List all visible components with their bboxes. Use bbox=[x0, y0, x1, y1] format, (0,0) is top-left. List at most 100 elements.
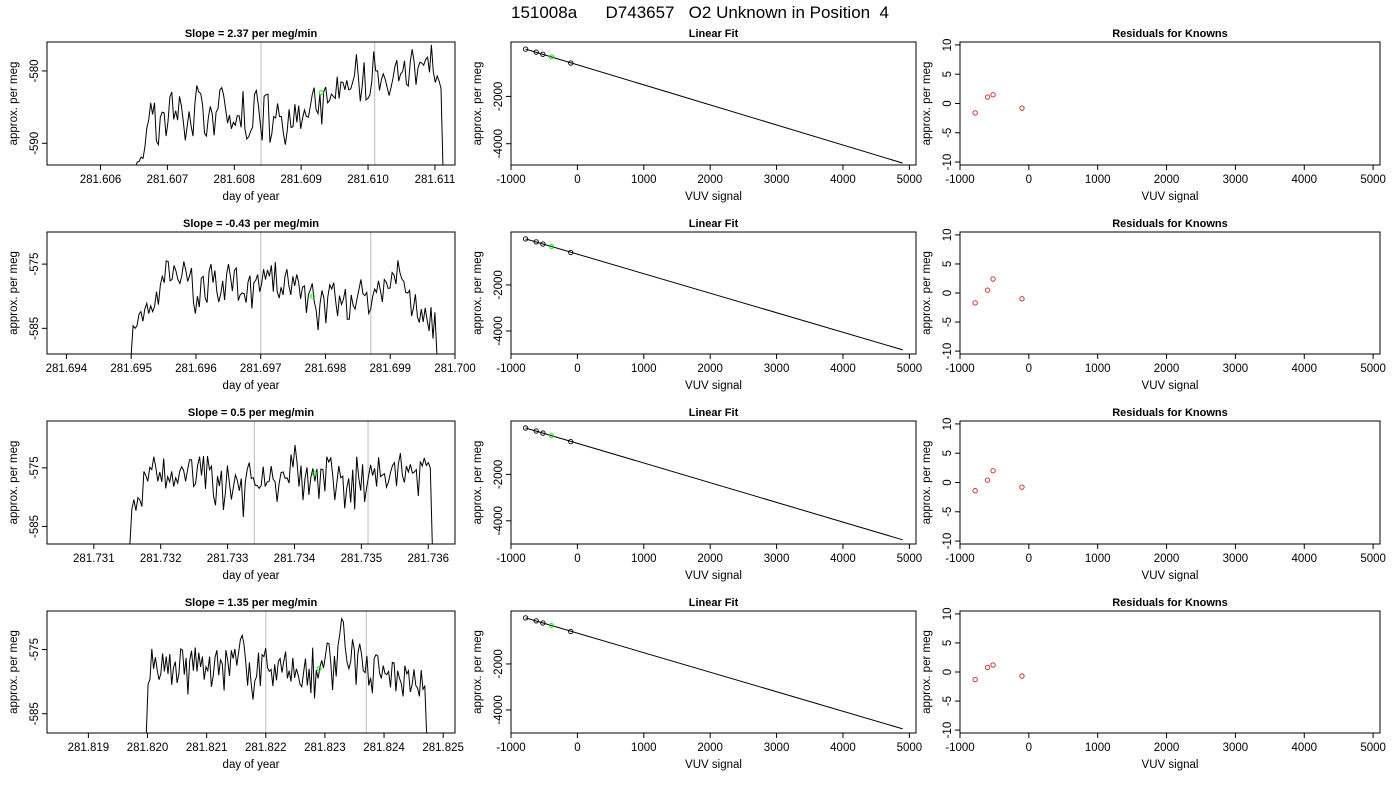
y-tick-label: -5 bbox=[942, 507, 954, 517]
y-tick-label: 10 bbox=[942, 608, 954, 621]
x-tick-label: 0 bbox=[574, 742, 580, 754]
residual-point bbox=[1019, 673, 1025, 679]
x-tick-label: -1000 bbox=[945, 742, 974, 754]
x-tick-label: 281.607 bbox=[147, 174, 189, 186]
y-tick-label: 10 bbox=[942, 418, 954, 431]
residual-point bbox=[1019, 296, 1025, 302]
y-tick-label: 10 bbox=[942, 39, 954, 52]
x-tick-label: 281.825 bbox=[422, 742, 464, 754]
x-tick-label: 281.735 bbox=[341, 553, 383, 565]
unknown-point bbox=[549, 54, 554, 60]
x-tick-label: 281.821 bbox=[186, 742, 228, 754]
residual-point bbox=[990, 276, 996, 282]
x-tick-label: 3000 bbox=[1223, 742, 1249, 754]
x-tick-label: 281.606 bbox=[80, 174, 122, 186]
timeseries-line bbox=[135, 44, 444, 165]
panel-row3-linearfit: Linear Fit -1000 0 1000 2000 3000 4000 5000 -400… bbox=[472, 407, 922, 582]
x-tick-label: 281.823 bbox=[304, 742, 346, 754]
x-tick-label: 281.700 bbox=[434, 363, 476, 375]
residual-point bbox=[984, 477, 991, 483]
x-tick-label: 5000 bbox=[897, 174, 923, 186]
x-tick-label: 4000 bbox=[830, 553, 856, 565]
panel-title: Residuals for Knowns bbox=[1112, 597, 1228, 609]
x-tick-label: 0 bbox=[1026, 363, 1032, 375]
residual-point bbox=[972, 300, 978, 306]
plot-data bbox=[972, 92, 1025, 116]
y-axis-label: approx. per meg bbox=[921, 630, 933, 714]
panel-row3-residuals: Residuals for Knowns -1000 0 1000 2000 3000 40… bbox=[921, 407, 1386, 582]
x-tick-label: 281.697 bbox=[240, 363, 282, 375]
plot-data bbox=[972, 276, 1025, 306]
x-tick-label: 2000 bbox=[1154, 174, 1180, 186]
x-tick-label: -1000 bbox=[496, 553, 525, 565]
y-axis-label: approx. per meg bbox=[921, 251, 933, 335]
y-tick-label: -575 bbox=[29, 456, 41, 479]
y-tick-label: -575 bbox=[29, 638, 41, 661]
plot-data bbox=[972, 662, 1025, 683]
y-axis-label: approx. per meg bbox=[472, 441, 484, 525]
y-axis-label: approx. per meg bbox=[472, 251, 484, 335]
plot-data bbox=[129, 421, 433, 544]
y-tick-label: 5 bbox=[942, 261, 954, 267]
y-tick-label: 5 bbox=[942, 450, 954, 456]
timeseries-line bbox=[129, 444, 433, 544]
x-tick-label: -1000 bbox=[496, 742, 525, 754]
known-point bbox=[533, 239, 539, 245]
x-tick-label: 0 bbox=[1026, 174, 1032, 186]
plot-data bbox=[522, 46, 903, 164]
x-tick-label: 4000 bbox=[1291, 174, 1317, 186]
y-tick-label: -4000 bbox=[493, 695, 505, 724]
x-tick-label: 2000 bbox=[1154, 742, 1180, 754]
fit-line bbox=[525, 427, 903, 541]
known-point bbox=[540, 241, 546, 247]
x-tick-label: -1000 bbox=[496, 363, 525, 375]
x-tick-label: 281.822 bbox=[245, 742, 287, 754]
x-tick-label: 4000 bbox=[830, 363, 856, 375]
plot-frame bbox=[510, 610, 917, 734]
panel-title: Slope = -0.43 per meg/min bbox=[183, 218, 319, 230]
y-tick-label: 0 bbox=[942, 479, 954, 485]
y-tick-label: -580 bbox=[29, 59, 41, 82]
page-title: 151008a D743657 O2 Unknown in Position 4 bbox=[510, 3, 890, 22]
y-tick-label: -10 bbox=[942, 343, 954, 360]
x-tick-label: 281.820 bbox=[127, 742, 169, 754]
x-tick-label: 281.694 bbox=[46, 363, 88, 375]
x-tick-label: 281.734 bbox=[274, 553, 316, 565]
plot-frame bbox=[959, 41, 1381, 166]
panel-title: Slope = 0.5 per meg/min bbox=[188, 407, 315, 419]
panel-row4-timeseries: Slope = 1.35 per meg/min 281.819 281.820 28… bbox=[8, 597, 464, 771]
x-tick-label: 2000 bbox=[697, 742, 723, 754]
y-tick-label: 0 bbox=[942, 100, 954, 106]
residual-point bbox=[984, 664, 991, 671]
x-tick-label: 281.731 bbox=[73, 553, 115, 565]
residual-point bbox=[972, 488, 978, 494]
plot-frame bbox=[46, 420, 456, 545]
plot-data bbox=[522, 425, 903, 541]
plot-frame bbox=[510, 420, 917, 545]
x-tick-label: 5000 bbox=[1360, 174, 1386, 186]
x-tick-label: 0 bbox=[574, 174, 580, 186]
x-tick-label: 0 bbox=[574, 553, 580, 565]
unknown-mean-point bbox=[310, 293, 316, 299]
x-tick-label: 5000 bbox=[897, 742, 923, 754]
residual-point bbox=[1019, 484, 1025, 490]
y-axis-label: approx. per meg bbox=[8, 62, 20, 146]
y-tick-label: -590 bbox=[29, 132, 41, 155]
residual-point bbox=[990, 92, 996, 98]
x-tick-label: 4000 bbox=[1291, 363, 1317, 375]
plot-frame bbox=[959, 610, 1381, 734]
known-point bbox=[533, 618, 539, 624]
y-tick-label: 0 bbox=[942, 290, 954, 296]
y-axis-label: approx. per meg bbox=[921, 441, 933, 525]
x-tick-label: 1000 bbox=[1085, 553, 1111, 565]
x-tick-label: 4000 bbox=[1291, 742, 1317, 754]
x-tick-label: 281.611 bbox=[415, 174, 456, 186]
fit-line bbox=[525, 48, 903, 164]
unknown-mean-point bbox=[318, 90, 324, 96]
x-tick-label: 3000 bbox=[764, 742, 790, 754]
y-axis-label: approx. per meg bbox=[921, 62, 933, 146]
x-tick-label: 4000 bbox=[1291, 553, 1317, 565]
x-tick-label: 281.732 bbox=[140, 553, 182, 565]
y-tick-label: -10 bbox=[942, 154, 954, 171]
